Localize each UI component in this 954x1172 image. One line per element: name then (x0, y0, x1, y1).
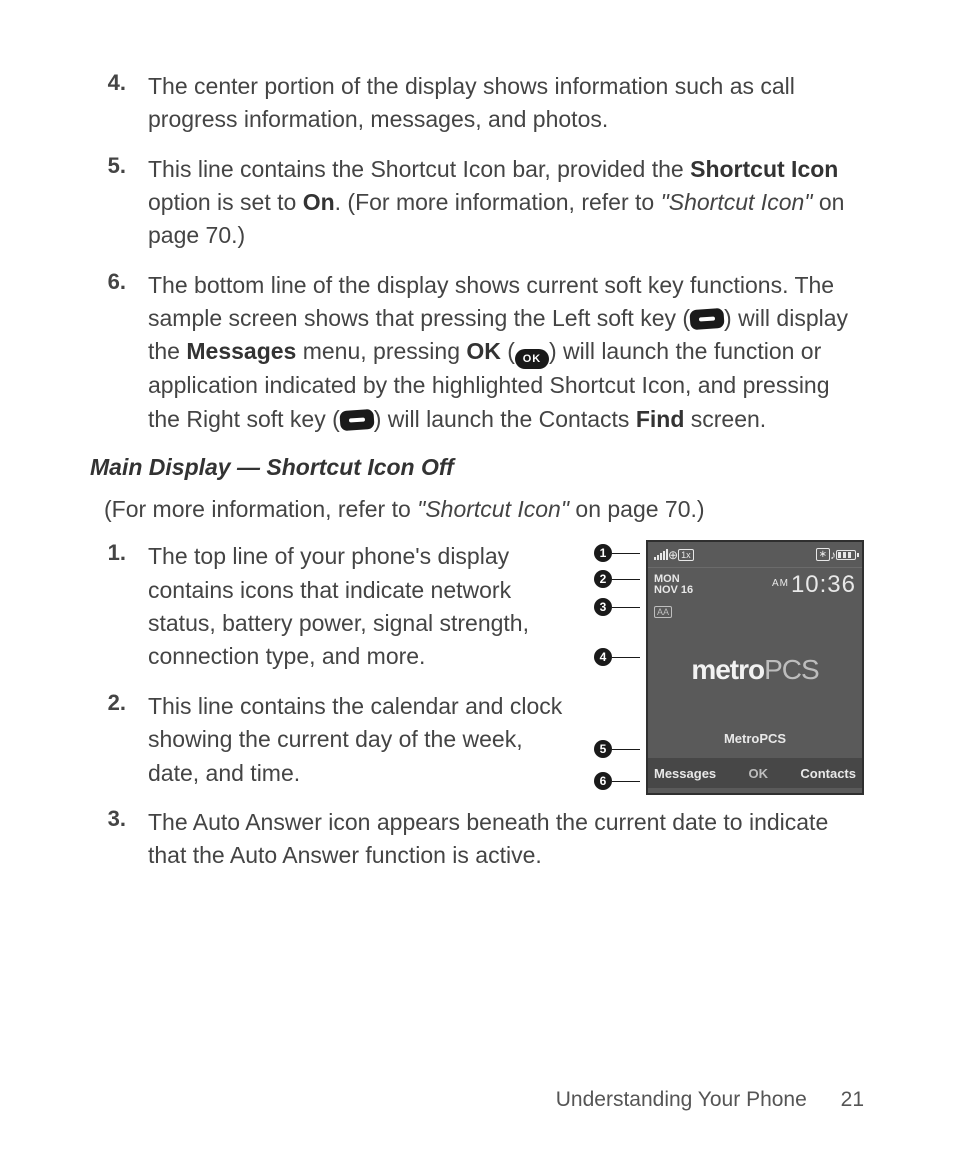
list-body: The center portion of the display shows … (148, 70, 864, 137)
list-body: This line contains the calendar and cloc… (148, 690, 576, 790)
callout-2: 2 (594, 570, 640, 588)
footer-section: Understanding Your Phone (556, 1088, 807, 1111)
page-footer: Understanding Your Phone 21 (556, 1088, 864, 1112)
phone-softkey-row: Messages OK Contacts (648, 758, 862, 788)
list-body: The Auto Answer icon appears beneath the… (148, 806, 864, 873)
phone-diagram: 1 2 3 4 5 6 ⊕ 1x ∗ ♪ (594, 540, 864, 800)
location-icon: ⊕ (668, 548, 678, 562)
callout-1: 1 (594, 544, 640, 562)
phone-logo-row: metroPCS (648, 622, 862, 718)
phone-date-row: MON NOV 16 AM10:36 (648, 568, 862, 602)
phone-status-bar: ⊕ 1x ∗ ♪ (648, 542, 862, 568)
auto-answer-icon: AA (654, 606, 672, 618)
section-paragraph: (For more information, refer to "Shortcu… (104, 493, 864, 526)
phone-time: AM10:36 (772, 571, 856, 599)
list-number: 2. (90, 690, 148, 790)
list-number: 5. (90, 153, 148, 253)
callout-5: 5 (594, 740, 640, 758)
phone-date: NOV 16 (654, 585, 693, 596)
list-body: The top line of your phone's display con… (148, 540, 576, 673)
phone-screen: ⊕ 1x ∗ ♪ MON NOV 16 AM10:36 (646, 540, 864, 795)
phone-autoanswer-row: AA (648, 602, 862, 622)
data-1x-icon: 1x (678, 549, 694, 561)
list-number: 3. (90, 806, 148, 873)
phone-soft-right: Contacts (800, 766, 856, 781)
phone-soft-ok: OK (749, 766, 769, 781)
right-softkey-icon (339, 409, 374, 431)
battery-icon (836, 550, 856, 560)
footer-page-number: 21 (841, 1088, 864, 1111)
list-body: The bottom line of the display shows cur… (148, 269, 864, 436)
callout-6: 6 (594, 772, 640, 790)
callout-3: 3 (594, 598, 640, 616)
bluetooth-icon: ∗ (816, 548, 830, 561)
phone-banner: MetroPCS (648, 718, 862, 758)
list-body: This line contains the Shortcut Icon bar… (148, 153, 864, 253)
section-heading: Main Display — Shortcut Icon Off (90, 454, 864, 481)
signal-icon (654, 549, 668, 560)
list-number: 6. (90, 269, 148, 436)
left-softkey-icon (689, 308, 724, 330)
list-number: 1. (90, 540, 148, 673)
list-number: 4. (90, 70, 148, 137)
callout-4: 4 (594, 648, 640, 666)
phone-soft-left: Messages (654, 766, 716, 781)
ok-key-icon: OK (515, 349, 549, 369)
